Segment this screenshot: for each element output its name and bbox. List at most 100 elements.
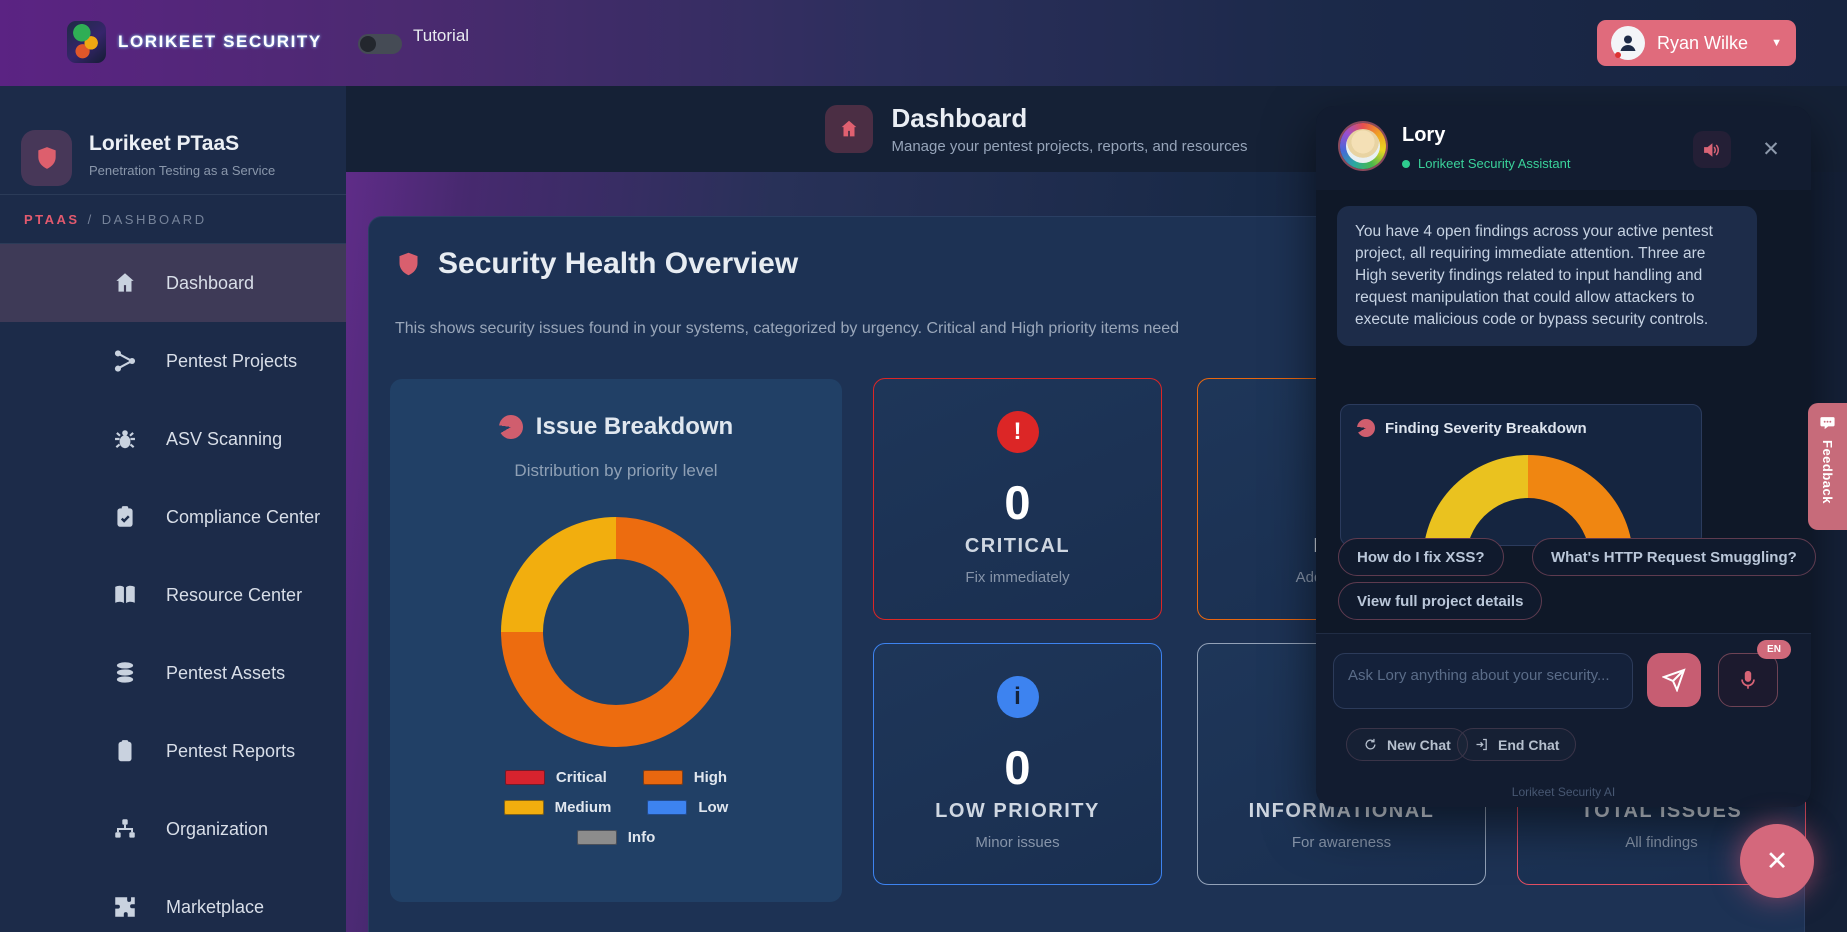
clipboard-icon: [118, 740, 132, 762]
shield-icon: [399, 252, 418, 276]
page-subtitle: Manage your pentest projects, reports, a…: [891, 138, 1248, 155]
alert-icon: !: [996, 411, 1039, 453]
breadcrumb-page: DASHBOARD: [101, 211, 207, 227]
stat-sub: All findings: [1625, 834, 1698, 851]
chat-header: Lory Lorikeet Security Assistant ✕: [1316, 106, 1811, 190]
sidebar-nav: Dashboard Pentest Projects ASV Scanning …: [0, 244, 346, 932]
assistant-message: You have 4 open findings across your act…: [1337, 206, 1757, 346]
notification-dot: [1615, 52, 1621, 58]
voice-toggle-button[interactable]: [1693, 131, 1731, 168]
shield-icon: [21, 130, 72, 186]
mic-button[interactable]: [1718, 653, 1778, 707]
chat-input[interactable]: [1333, 653, 1633, 709]
sidebar-item-pentest-projects[interactable]: Pentest Projects: [0, 322, 346, 400]
chart-legend: Critical High Medium: [390, 769, 842, 846]
online-status-dot: [1402, 159, 1410, 168]
sidebar: Lorikeet PTaaS Penetration Testing as a …: [0, 86, 346, 932]
overview-title: Security Health Overview: [438, 247, 799, 280]
product-block: Lorikeet PTaaS Penetration Testing as a …: [0, 86, 346, 208]
breadcrumb: PTAAS / DASHBOARD: [0, 194, 346, 244]
chart-subtitle: Distribution by priority level: [514, 461, 718, 480]
lory-chat-widget: Lory Lorikeet Security Assistant ✕ You h…: [1316, 106, 1816, 807]
legend-item-info: Info: [576, 829, 655, 846]
feedback-tab[interactable]: Feedback: [1808, 403, 1847, 530]
legend-item-critical: Critical: [504, 769, 607, 786]
tutorial-label: Tutorial: [413, 26, 470, 45]
chat-fab-close-button[interactable]: ✕: [1740, 824, 1814, 898]
user-name: Ryan Wilke: [1657, 32, 1749, 53]
page-title: Dashboard: [891, 103, 1028, 133]
feedback-label: Feedback: [1820, 440, 1835, 504]
sitemap-icon: [115, 819, 135, 838]
chat-input-section: EN New Chat End Chat Lorikeet Security A…: [1316, 633, 1811, 807]
end-chat-button[interactable]: End Chat: [1457, 728, 1577, 761]
sidebar-item-asv-scanning[interactable]: ASV Scanning: [0, 400, 346, 478]
book-open-icon: [115, 585, 135, 604]
puzzle-icon: [115, 897, 135, 917]
person-icon: [1620, 35, 1636, 51]
language-badge: EN: [1757, 640, 1791, 659]
stat-card-critical: ! 0 CRITICAL Fix immediately: [873, 378, 1162, 620]
stat-sub: Minor issues: [975, 834, 1060, 851]
user-menu-button[interactable]: Ryan Wilke ▼: [1597, 20, 1796, 66]
close-icon: ✕: [1765, 845, 1789, 876]
breadcrumb-section: PTAAS: [24, 211, 80, 227]
sidebar-item-resource-center[interactable]: Resource Center: [0, 556, 346, 634]
mini-chart-title: Finding Severity Breakdown: [1385, 419, 1587, 437]
send-button[interactable]: [1647, 653, 1701, 707]
chip-view-project[interactable]: View full project details: [1338, 582, 1543, 620]
sidebar-item-marketplace[interactable]: Marketplace: [0, 868, 346, 932]
stat-value: 0: [1004, 476, 1031, 529]
user-avatar: [1611, 26, 1645, 60]
info-icon: i: [996, 676, 1039, 718]
legend-item-medium: Medium: [503, 799, 611, 816]
speech-bubble-icon: [1820, 417, 1835, 430]
product-subtitle: Penetration Testing as a Service: [89, 163, 276, 178]
chart-title: Issue Breakdown: [535, 413, 734, 440]
chip-fix-xss[interactable]: How do I fix XSS?: [1338, 538, 1504, 576]
tutorial-toggle[interactable]: [358, 34, 402, 54]
sidebar-item-compliance-center[interactable]: Compliance Center: [0, 478, 346, 556]
toggle-knob: [360, 36, 376, 52]
sidebar-item-dashboard[interactable]: Dashboard: [0, 244, 346, 322]
chevron-down-icon: ▼: [1771, 37, 1782, 49]
sidebar-item-pentest-reports[interactable]: Pentest Reports: [0, 712, 346, 790]
stat-card-low-priority: i 0 LOW PRIORITY Minor issues: [873, 643, 1162, 885]
chat-close-icon[interactable]: ✕: [1762, 137, 1780, 161]
issue-breakdown-card: Issue Breakdown Distribution by priority…: [390, 379, 842, 902]
assistant-name: Lory: [1402, 124, 1446, 146]
finding-severity-donut-chart: [1423, 455, 1633, 545]
speaker-icon: [1704, 142, 1719, 157]
home-icon: [116, 273, 134, 292]
chat-footer-text: Lorikeet Security AI: [1511, 785, 1616, 799]
nodes-icon: [114, 350, 136, 372]
pie-chart-icon: [1357, 419, 1375, 437]
product-name: Lorikeet PTaaS: [89, 132, 240, 155]
paper-plane-icon: [1662, 668, 1686, 692]
legend-item-low: Low: [647, 799, 728, 816]
stat-sub: Fix immediately: [965, 569, 1070, 586]
sidebar-item-organization[interactable]: Organization: [0, 790, 346, 868]
stat-value: 0: [1004, 741, 1031, 794]
refresh-icon: [1365, 738, 1376, 750]
sidebar-item-pentest-assets[interactable]: Pentest Assets: [0, 634, 346, 712]
database-icon: [116, 662, 134, 683]
stat-sub: For awareness: [1291, 834, 1392, 851]
brand-title: LORIKEET SECURITY: [118, 32, 322, 51]
stat-label: LOW PRIORITY: [935, 800, 1100, 822]
new-chat-button[interactable]: New Chat: [1346, 728, 1468, 761]
stat-label: CRITICAL: [964, 535, 1071, 557]
overview-description: This shows security issues found in your…: [395, 320, 1180, 337]
breadcrumb-divider: /: [87, 211, 94, 227]
microphone-icon: [1741, 670, 1755, 689]
legend-item-high: High: [642, 769, 727, 786]
issue-breakdown-donut-chart: [501, 517, 731, 747]
exit-icon: [1476, 738, 1487, 751]
finding-severity-card: Finding Severity Breakdown: [1340, 404, 1702, 546]
pie-chart-icon: [498, 415, 523, 439]
bug-icon: [115, 430, 135, 449]
lorikeet-logo-icon: [67, 21, 106, 63]
chip-http-smuggling[interactable]: What's HTTP Request Smuggling?: [1532, 538, 1816, 576]
clipboard-check-icon: [117, 506, 133, 527]
